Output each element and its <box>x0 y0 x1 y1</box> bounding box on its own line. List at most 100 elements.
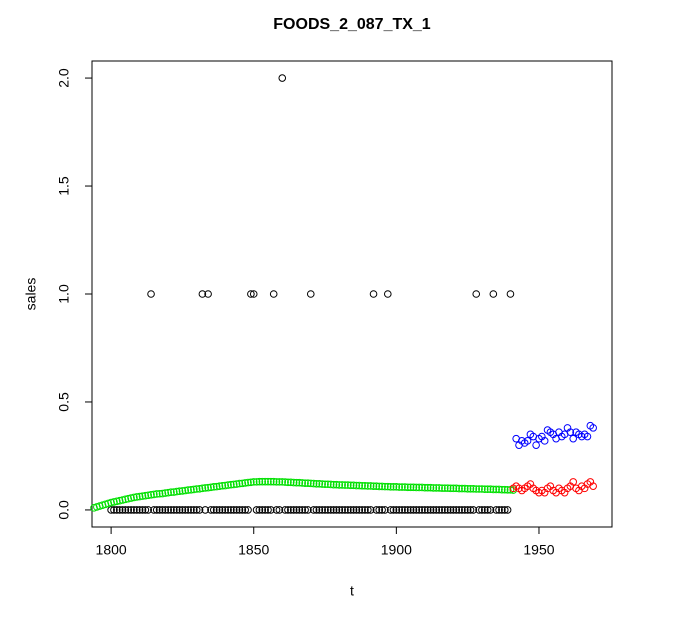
point <box>383 482 392 491</box>
point <box>395 483 404 491</box>
point <box>192 506 201 514</box>
point <box>184 486 192 494</box>
point <box>195 506 204 514</box>
point <box>469 484 478 493</box>
point <box>486 506 495 514</box>
point <box>415 506 423 514</box>
point <box>429 484 438 492</box>
point <box>107 498 115 507</box>
point <box>204 483 212 492</box>
point <box>446 484 455 493</box>
point <box>589 424 597 432</box>
point <box>569 478 578 486</box>
point <box>495 506 503 514</box>
point <box>264 506 272 514</box>
point <box>461 506 469 514</box>
point <box>398 506 406 514</box>
point <box>432 506 441 514</box>
point <box>344 506 352 514</box>
point <box>500 506 509 514</box>
point <box>249 290 258 298</box>
point <box>212 506 221 514</box>
point <box>358 506 366 514</box>
point <box>198 290 207 298</box>
point <box>312 480 321 488</box>
point <box>247 478 255 487</box>
point <box>503 486 512 494</box>
point <box>215 482 224 490</box>
point <box>486 485 495 494</box>
point <box>235 479 244 488</box>
point <box>181 506 190 514</box>
y-tick-label: 0.0 <box>56 500 72 520</box>
point <box>435 484 443 492</box>
point <box>298 506 307 514</box>
point <box>492 506 500 514</box>
point <box>306 290 315 298</box>
point <box>324 506 332 514</box>
point <box>170 488 178 496</box>
x-tick-label: 1900 <box>381 542 412 558</box>
point <box>221 481 230 490</box>
point <box>418 506 426 514</box>
point <box>389 483 398 491</box>
point <box>255 506 264 514</box>
point <box>241 506 249 514</box>
point <box>475 506 483 514</box>
point <box>315 506 324 514</box>
point <box>429 506 438 514</box>
point <box>155 506 164 514</box>
point <box>361 481 369 490</box>
point <box>312 506 321 514</box>
point <box>141 506 150 514</box>
point <box>452 506 461 514</box>
point <box>401 483 409 491</box>
point <box>372 482 381 490</box>
point <box>392 483 401 491</box>
point <box>227 480 235 489</box>
point <box>478 506 486 514</box>
point <box>540 437 549 445</box>
point <box>284 478 292 487</box>
point <box>409 483 418 492</box>
point <box>192 485 201 493</box>
point <box>438 484 446 492</box>
point <box>338 506 346 514</box>
point <box>255 477 264 486</box>
point <box>480 485 489 494</box>
point <box>401 506 409 514</box>
point <box>346 506 355 514</box>
point <box>506 290 515 298</box>
y-tick-label: 2.0 <box>56 68 72 88</box>
point <box>472 290 481 298</box>
point <box>164 506 172 514</box>
point <box>258 477 267 486</box>
point <box>121 506 130 514</box>
point <box>378 482 386 491</box>
point <box>172 487 181 496</box>
point <box>449 484 458 493</box>
point <box>315 480 324 488</box>
point <box>332 506 341 514</box>
chart-title: FOODS_2_087_TX_1 <box>273 16 431 33</box>
point <box>269 477 278 486</box>
point <box>458 506 466 514</box>
point <box>138 492 147 500</box>
point <box>110 498 118 506</box>
point <box>272 506 281 514</box>
point <box>341 506 349 514</box>
point <box>107 506 115 514</box>
point <box>161 506 170 514</box>
point <box>324 480 332 489</box>
point <box>412 483 421 492</box>
point <box>321 480 329 489</box>
point <box>138 506 147 514</box>
point <box>304 479 312 487</box>
point <box>261 477 269 486</box>
y-tick-label: 1.0 <box>56 284 72 304</box>
point <box>318 506 326 514</box>
point <box>498 506 506 514</box>
point <box>289 478 298 487</box>
point <box>463 484 472 493</box>
